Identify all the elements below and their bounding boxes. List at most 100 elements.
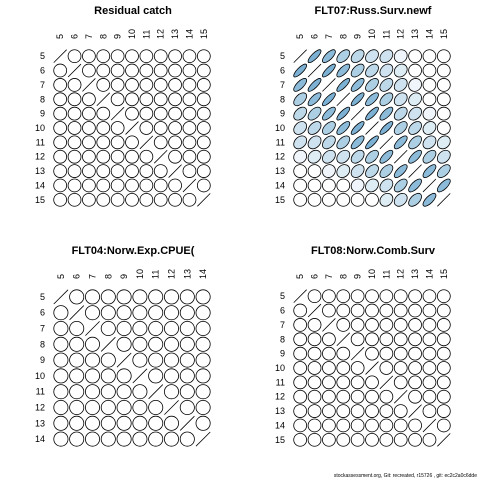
correlation-mark [436, 332, 451, 347]
correlation-mark [179, 415, 195, 431]
correlation-mark [379, 164, 394, 178]
correlation-mark [139, 192, 154, 207]
column-label: 11 [381, 30, 391, 39]
correlation-mark [436, 418, 451, 433]
correlation-mark [82, 121, 96, 135]
correlation-mark [307, 78, 322, 92]
correlation-mark [293, 178, 308, 193]
correlation-mark [322, 121, 336, 135]
correlation-mark [125, 135, 139, 150]
correlation-mark [132, 320, 148, 337]
correlation-mark [82, 135, 96, 150]
correlation-mark [350, 178, 365, 193]
correlation-mark [153, 149, 168, 164]
correlation-mark [110, 121, 125, 135]
correlation-mark [408, 149, 422, 164]
correlation-mark [365, 289, 379, 304]
correlation-mark [179, 289, 195, 305]
correlation-mark [148, 431, 164, 447]
correlation-mark [379, 135, 394, 150]
correlation-mark [422, 289, 437, 304]
correlation-mark [422, 149, 437, 164]
correlation-mark [69, 431, 85, 447]
correlation-mark [393, 346, 408, 361]
correlation-mark [195, 320, 211, 337]
correlation-mark [393, 192, 408, 207]
correlation-mark [350, 78, 365, 92]
row-label: 7 [40, 324, 45, 334]
correlation-mark [422, 92, 437, 107]
correlation-mark [100, 336, 116, 352]
correlation-mark [84, 289, 101, 305]
correlation-mark [379, 361, 394, 375]
correlation-mark [132, 368, 148, 384]
correlation-mark [393, 332, 408, 347]
correlation-mark [196, 49, 211, 64]
correlation-mark [436, 92, 451, 107]
correlation-mark [168, 92, 182, 107]
correlation-mark [293, 346, 308, 361]
correlation-mark [322, 63, 336, 78]
column-label: 5 [295, 34, 305, 39]
correlation-mark [182, 135, 197, 150]
correlation-mark [293, 49, 307, 63]
correlation-mark [179, 305, 195, 321]
panel-title: Residual catch [94, 5, 172, 17]
correlation-mark [110, 149, 125, 164]
correlation-mark [365, 361, 379, 375]
correlation-mark [153, 121, 168, 135]
correlation-mark [365, 404, 379, 418]
correlation-mark [365, 303, 379, 318]
correlation-mark [293, 135, 308, 150]
correlation-mark [116, 431, 132, 447]
column-label: 11 [141, 30, 151, 39]
correlation-mark [293, 121, 308, 135]
correlation-mark [67, 149, 82, 164]
correlation-mark [422, 432, 437, 447]
correlation-mark [163, 431, 180, 447]
correlation-mark [379, 49, 394, 64]
correlation-mark [100, 320, 116, 337]
correlation-mark [168, 63, 182, 78]
correlation-mark [110, 135, 125, 150]
correlation-mark [53, 178, 68, 193]
panel: Residual catch55667788991010111112121313… [35, 5, 211, 207]
correlation-mark [350, 361, 365, 375]
correlation-mark [379, 178, 394, 193]
correlation-mark [307, 346, 322, 361]
row-label: 15 [275, 195, 285, 205]
correlation-mark [148, 399, 164, 416]
correlation-mark [336, 192, 351, 207]
correlation-mark [307, 318, 322, 332]
correlation-mark [393, 303, 408, 318]
correlation-mark [336, 106, 351, 121]
correlation-mark [179, 399, 195, 416]
correlation-mark [322, 178, 336, 193]
correlation-mark [110, 106, 125, 121]
correlation-mark [436, 135, 451, 150]
correlation-mark [393, 178, 408, 193]
column-label: 5 [55, 34, 65, 39]
correlation-mark [179, 431, 195, 447]
correlation-mark [110, 164, 125, 178]
correlation-mark [293, 192, 308, 207]
column-label: 13 [410, 29, 420, 39]
correlation-mark [307, 289, 322, 304]
correlation-mark [365, 106, 379, 121]
column-label: 13 [410, 269, 420, 279]
correlation-mark [110, 49, 125, 64]
correlation-mark [67, 106, 82, 121]
correlation-mark [132, 352, 148, 368]
correlation-mark [293, 303, 308, 318]
correlation-mark [168, 106, 182, 121]
correlation-mark [436, 106, 451, 121]
row-label: 10 [35, 371, 45, 381]
correlation-mark [96, 135, 111, 150]
correlation-mark [393, 78, 408, 92]
correlation-mark [293, 418, 308, 433]
correlation-mark [422, 303, 437, 318]
correlation-mark [179, 384, 195, 400]
column-label: 11 [381, 270, 391, 279]
correlation-mark [393, 289, 408, 304]
correlation-mark [132, 399, 148, 416]
